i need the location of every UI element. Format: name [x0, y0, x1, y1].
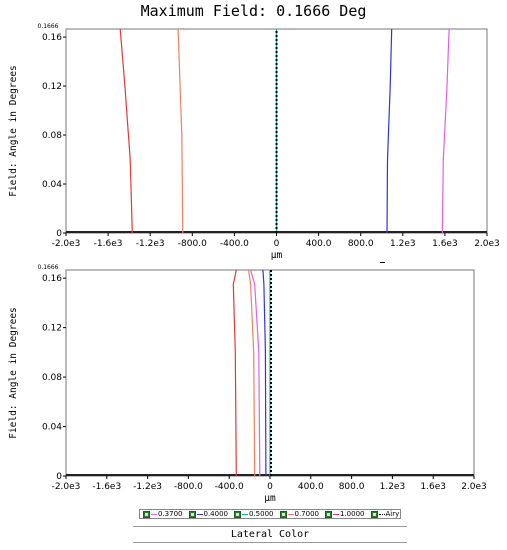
y-max-label: 0.1666 [38, 264, 59, 271]
legend-label: 0.5000 [249, 510, 274, 518]
legend-label: 1.0000 [340, 510, 365, 518]
checkbox-icon[interactable] [325, 510, 332, 518]
y-tick-label: 0.04 [42, 423, 62, 433]
legend-item[interactable]: 0.5000 [234, 510, 274, 518]
x-tick-label: -800.0 [174, 482, 203, 492]
y-tick-label: 0.16 [42, 274, 62, 284]
x-tick-label: -1.2e3 [133, 482, 162, 492]
x-tick-label: 2.0e3 [474, 239, 500, 249]
checkbox-icon[interactable] [143, 510, 150, 518]
y-axis-label: Field: Angle in Degrees [8, 307, 19, 439]
series-1-0000 [119, 28, 133, 234]
y-tick-label: 0 [56, 472, 62, 482]
legend-item[interactable]: 0.7000 [279, 510, 320, 518]
series-0-7000 [248, 269, 256, 477]
checkbox-icon[interactable] [234, 510, 241, 518]
x-tick-label: -2.0e3 [52, 239, 81, 249]
footer-divider-bottom [133, 542, 407, 543]
x-tick-label: -400.0 [220, 239, 249, 249]
legend-item[interactable]: 0.3700 [143, 510, 183, 518]
x-tick-label: 800.0 [339, 482, 365, 492]
legend-swatch [287, 513, 294, 515]
series-0-4000 [262, 269, 267, 477]
legend-swatch [196, 513, 203, 515]
x-tick-label: -400.0 [215, 482, 244, 492]
footer-divider [133, 526, 407, 527]
x-tick-label: 400.0 [298, 482, 324, 492]
x-tick-label: -2.0e3 [52, 482, 81, 492]
y-tick-label: 0.12 [42, 82, 62, 92]
x-tick-label: 800.0 [348, 239, 374, 249]
drag-marker[interactable] [380, 262, 385, 263]
checkbox-icon[interactable] [370, 510, 378, 518]
x-tick-label: 1.2e3 [380, 482, 406, 492]
legend-swatch [378, 513, 385, 515]
series-0-4000 [386, 28, 393, 234]
legend-swatch [333, 513, 339, 515]
y-max-label: 0.1666 [38, 23, 59, 30]
x-tick-label: -1.6e3 [94, 239, 123, 249]
x-axis-label: µm [264, 493, 276, 504]
checkbox-icon[interactable] [188, 510, 196, 518]
bottom-chart: -2.0e3 -1.6e3 -1.2e3 -800.0 -400.0 0 400.0 800.… [8, 264, 487, 504]
legend-label: 0.4000 [203, 510, 229, 518]
y-tick-label: 0.08 [42, 131, 62, 141]
chart-title: Maximum Field: 0.1666 Deg [140, 2, 367, 20]
legend-label: 0.3700 [158, 510, 183, 518]
x-axis-label: µm [271, 250, 283, 261]
checkbox-icon[interactable] [279, 510, 287, 518]
x-tick-label: -1.6e3 [92, 482, 121, 492]
legend: 0.3700 0.4000 0.5000 0.7000 1.0000 Airy [139, 509, 401, 519]
legend-item[interactable]: 1.0000 [325, 510, 365, 518]
x-tick-label: 0 [267, 482, 273, 492]
legend-label: Airy [385, 510, 400, 518]
footer-label: Lateral Color [230, 529, 310, 540]
legend-label: 0.7000 [294, 510, 320, 518]
y-tick-label: 0.16 [42, 33, 62, 43]
series-1-0000 [232, 269, 237, 477]
y-tick-label: 0.08 [42, 373, 62, 383]
x-tick-label: 2.0e3 [461, 482, 487, 492]
series-0-3700 [441, 28, 450, 234]
x-tick-label: 0 [274, 239, 280, 249]
legend-swatch [151, 513, 157, 515]
legend-swatch [242, 513, 248, 515]
x-tick-label: 1.2e3 [390, 239, 416, 249]
y-tick-label: 0.04 [42, 180, 62, 190]
top-chart: -2.0e3 -1.6e3 -1.2e3 -800.0 -400.0 0 400.0 800.… [8, 23, 500, 261]
x-tick-label: -1.2e3 [136, 239, 165, 249]
x-tick-label: 1.6e3 [420, 482, 446, 492]
x-tick-label: -800.0 [178, 239, 207, 249]
y-axis-label: Field: Angle in Degrees [8, 65, 19, 197]
y-tick-label: 0.12 [42, 324, 62, 334]
legend-item[interactable]: 0.4000 [188, 510, 229, 518]
series-0-7000 [177, 28, 184, 234]
series-0-3700 [250, 269, 261, 477]
x-tick-label: 400.0 [306, 239, 332, 249]
legend-item[interactable]: Airy [370, 510, 400, 518]
x-tick-label: 1.6e3 [432, 239, 458, 249]
y-tick-label: 0 [56, 229, 62, 239]
